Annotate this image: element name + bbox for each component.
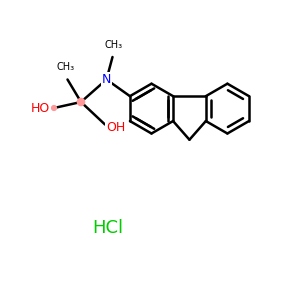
Text: HCl: HCl	[92, 219, 124, 237]
Circle shape	[77, 98, 85, 106]
Circle shape	[52, 106, 56, 110]
Text: OH: OH	[106, 121, 125, 134]
Text: CH₃: CH₃	[104, 40, 122, 50]
Text: N: N	[102, 73, 111, 86]
Text: HO: HO	[31, 101, 50, 115]
Text: CH₃: CH₃	[57, 62, 75, 72]
